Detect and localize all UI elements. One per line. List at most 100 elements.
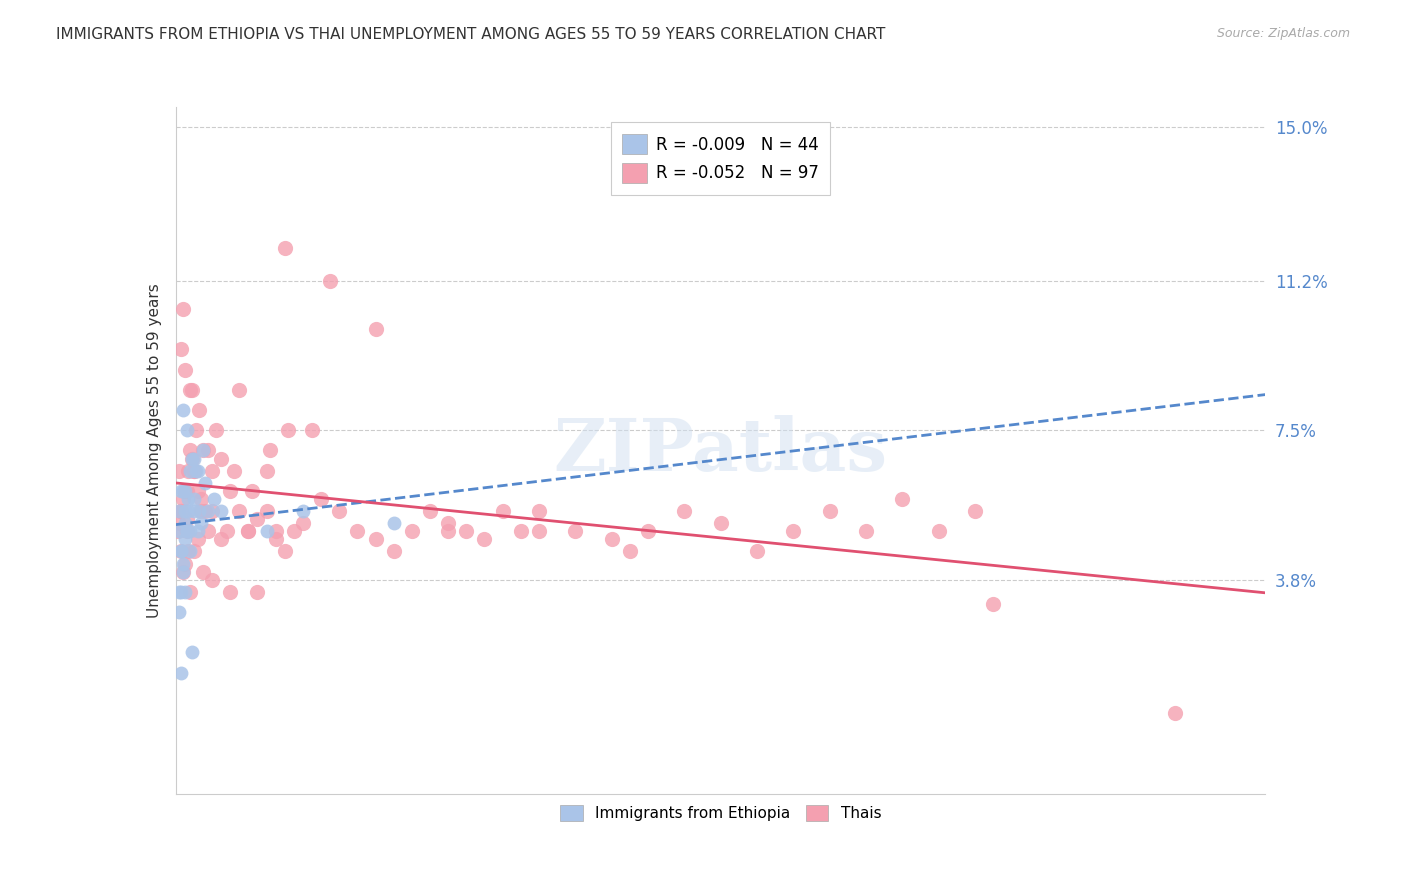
Point — [188, 403, 211, 417]
Point — [173, 533, 195, 547]
Point — [181, 451, 204, 466]
Y-axis label: Unemployment Among Ages 55 to 59 years: Unemployment Among Ages 55 to 59 years — [146, 283, 162, 618]
Point — [745, 544, 768, 558]
Point — [364, 322, 387, 336]
Point — [201, 573, 224, 587]
Point — [782, 524, 804, 539]
Point — [169, 464, 191, 478]
Point — [173, 557, 195, 571]
Point — [710, 516, 733, 531]
Point — [190, 504, 212, 518]
Point — [181, 383, 204, 397]
Point — [170, 544, 193, 558]
Point — [173, 483, 195, 498]
Point — [492, 504, 515, 518]
Point — [179, 544, 201, 558]
Point — [219, 585, 242, 599]
Point — [169, 605, 191, 619]
Point — [240, 483, 263, 498]
Point — [186, 483, 209, 498]
Point — [209, 533, 232, 547]
Point — [191, 565, 214, 579]
Point — [169, 504, 191, 518]
Point — [637, 524, 659, 539]
Point — [818, 504, 841, 518]
Point — [346, 524, 368, 539]
Point — [190, 491, 212, 506]
Point — [173, 516, 195, 531]
Legend: R = -0.009   N = 44, R = -0.052   N = 97: R = -0.009 N = 44, R = -0.052 N = 97 — [610, 122, 831, 194]
Point — [256, 524, 278, 539]
Point — [191, 443, 214, 458]
Point — [172, 565, 194, 579]
Point — [179, 524, 201, 539]
Point — [259, 443, 281, 458]
Point — [291, 516, 314, 531]
Point — [527, 504, 550, 518]
Text: IMMIGRANTS FROM ETHIOPIA VS THAI UNEMPLOYMENT AMONG AGES 55 TO 59 YEARS CORRELAT: IMMIGRANTS FROM ETHIOPIA VS THAI UNEMPLO… — [56, 27, 886, 42]
Point — [166, 524, 188, 539]
Point — [219, 483, 242, 498]
Point — [246, 585, 269, 599]
Point — [181, 645, 204, 659]
Point — [173, 585, 195, 599]
Point — [173, 362, 195, 376]
Point — [238, 524, 260, 539]
Point — [202, 491, 225, 506]
Point — [172, 403, 194, 417]
Point — [172, 565, 194, 579]
Point — [600, 533, 623, 547]
Point — [170, 585, 193, 599]
Point — [191, 443, 214, 458]
Point — [283, 524, 305, 539]
Point — [291, 504, 314, 518]
Point — [173, 504, 195, 518]
Point — [204, 423, 226, 437]
Point — [1163, 706, 1185, 720]
Point — [172, 483, 194, 498]
Point — [981, 597, 1004, 611]
Point — [179, 383, 201, 397]
Point — [177, 491, 200, 506]
Point — [183, 491, 205, 506]
Point — [382, 516, 405, 531]
Point — [177, 504, 200, 518]
Point — [419, 504, 441, 518]
Point — [183, 451, 205, 466]
Point — [169, 585, 191, 599]
Point — [209, 504, 232, 518]
Point — [222, 464, 245, 478]
Point — [172, 557, 194, 571]
Point — [184, 464, 207, 478]
Point — [179, 585, 201, 599]
Point — [319, 274, 342, 288]
Point — [328, 504, 350, 518]
Point — [170, 665, 193, 680]
Point — [169, 516, 191, 531]
Point — [173, 483, 195, 498]
Point — [177, 544, 200, 558]
Point — [170, 343, 193, 357]
Point — [186, 524, 209, 539]
Point — [170, 483, 193, 498]
Point — [183, 544, 205, 558]
Point — [228, 383, 250, 397]
Point — [188, 504, 211, 518]
Point — [183, 504, 205, 518]
Point — [437, 524, 460, 539]
Point — [256, 464, 278, 478]
Point — [170, 544, 193, 558]
Point — [401, 524, 423, 539]
Point — [177, 464, 200, 478]
Point — [179, 443, 201, 458]
Point — [170, 544, 193, 558]
Point — [928, 524, 950, 539]
Point — [197, 504, 219, 518]
Point — [190, 516, 212, 531]
Point — [246, 512, 269, 526]
Point — [527, 524, 550, 539]
Point — [456, 524, 478, 539]
Point — [437, 516, 460, 531]
Point — [364, 533, 387, 547]
Point — [184, 423, 207, 437]
